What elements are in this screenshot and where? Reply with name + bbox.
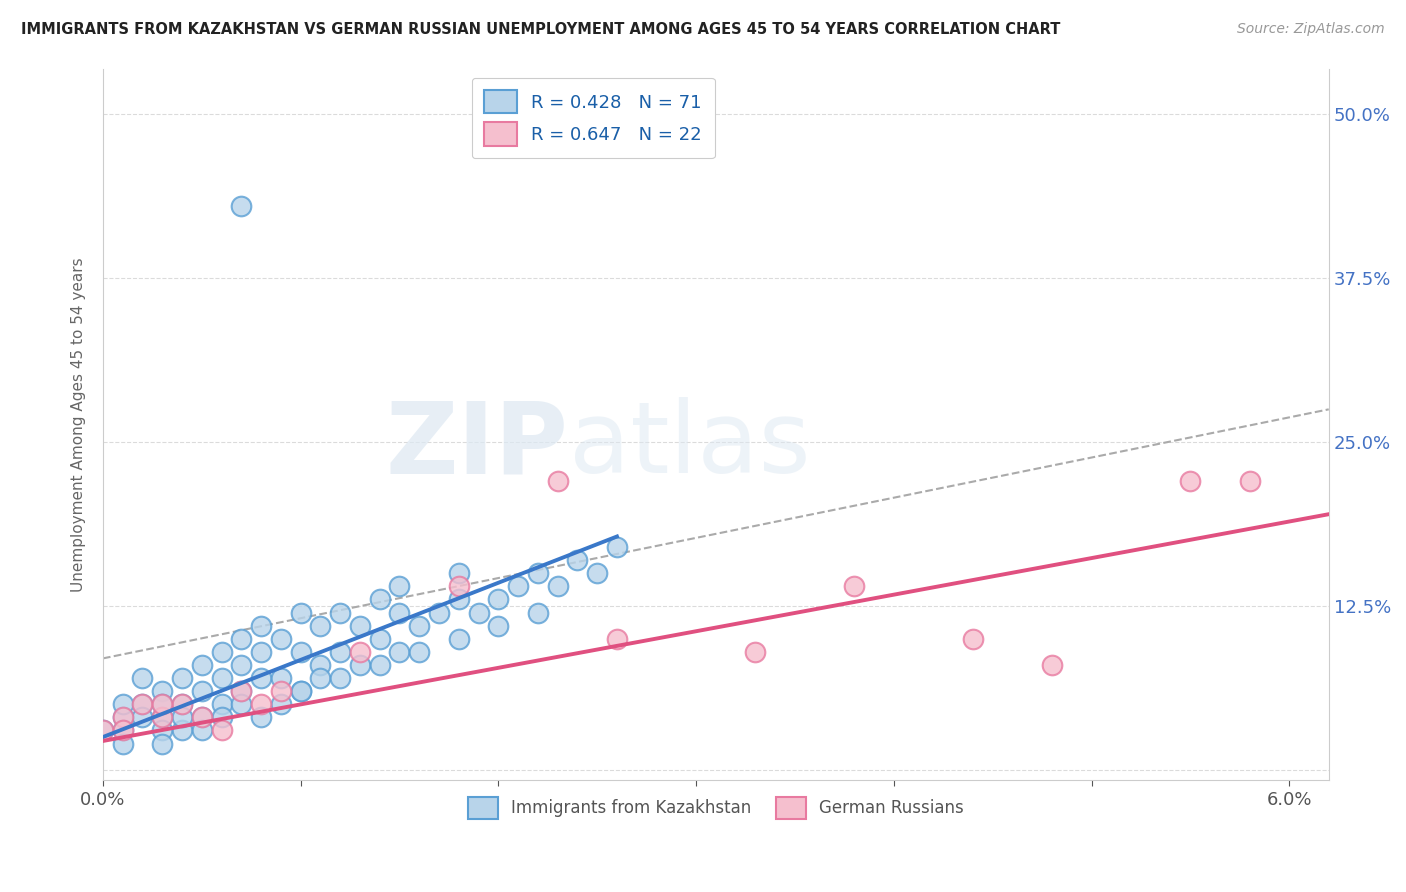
- Y-axis label: Unemployment Among Ages 45 to 54 years: Unemployment Among Ages 45 to 54 years: [72, 257, 86, 591]
- Point: [150, 710, 173, 724]
- Point: [270, 632, 292, 646]
- Point: [527, 606, 550, 620]
- Point: [191, 684, 214, 698]
- Point: [586, 566, 609, 581]
- Point: [211, 710, 233, 724]
- Point: [388, 579, 411, 593]
- Point: [962, 632, 984, 646]
- Point: [1040, 657, 1063, 672]
- Point: [150, 684, 173, 698]
- Point: [329, 606, 352, 620]
- Point: [131, 671, 153, 685]
- Point: [231, 657, 253, 672]
- Point: [191, 710, 214, 724]
- Point: [231, 698, 253, 712]
- Point: [270, 671, 292, 685]
- Point: [290, 645, 312, 659]
- Point: [844, 579, 866, 593]
- Point: [567, 553, 589, 567]
- Point: [231, 684, 253, 698]
- Point: [349, 645, 371, 659]
- Text: ZIP: ZIP: [385, 397, 569, 494]
- Point: [150, 710, 173, 724]
- Text: Source: ZipAtlas.com: Source: ZipAtlas.com: [1237, 22, 1385, 37]
- Point: [368, 657, 391, 672]
- Point: [290, 684, 312, 698]
- Point: [250, 645, 273, 659]
- Point: [211, 723, 233, 738]
- Point: [111, 723, 134, 738]
- Point: [1180, 475, 1202, 489]
- Point: [131, 710, 153, 724]
- Point: [111, 723, 134, 738]
- Point: [309, 671, 332, 685]
- Text: atlas: atlas: [569, 397, 810, 494]
- Point: [250, 671, 273, 685]
- Legend: Immigrants from Kazakhstan, German Russians: Immigrants from Kazakhstan, German Russi…: [461, 790, 970, 825]
- Text: IMMIGRANTS FROM KAZAKHSTAN VS GERMAN RUSSIAN UNEMPLOYMENT AMONG AGES 45 TO 54 YE: IMMIGRANTS FROM KAZAKHSTAN VS GERMAN RUS…: [21, 22, 1060, 37]
- Point: [606, 632, 628, 646]
- Point: [329, 645, 352, 659]
- Point: [486, 592, 509, 607]
- Point: [150, 698, 173, 712]
- Point: [170, 671, 193, 685]
- Point: [191, 723, 214, 738]
- Point: [388, 606, 411, 620]
- Point: [606, 540, 628, 554]
- Point: [309, 618, 332, 632]
- Point: [111, 737, 134, 751]
- Point: [547, 579, 569, 593]
- Point: [309, 657, 332, 672]
- Point: [290, 606, 312, 620]
- Point: [131, 698, 153, 712]
- Point: [527, 566, 550, 581]
- Point: [349, 618, 371, 632]
- Point: [447, 632, 470, 646]
- Point: [111, 710, 134, 724]
- Point: [486, 618, 509, 632]
- Point: [547, 475, 569, 489]
- Point: [368, 632, 391, 646]
- Point: [231, 199, 253, 213]
- Point: [170, 698, 193, 712]
- Point: [427, 606, 450, 620]
- Point: [91, 723, 114, 738]
- Point: [447, 592, 470, 607]
- Point: [91, 723, 114, 738]
- Point: [170, 723, 193, 738]
- Point: [349, 657, 371, 672]
- Point: [467, 606, 489, 620]
- Point: [131, 698, 153, 712]
- Point: [368, 592, 391, 607]
- Point: [447, 579, 470, 593]
- Point: [150, 723, 173, 738]
- Point: [111, 710, 134, 724]
- Point: [111, 698, 134, 712]
- Point: [1239, 475, 1261, 489]
- Point: [388, 645, 411, 659]
- Point: [170, 710, 193, 724]
- Point: [250, 698, 273, 712]
- Point: [150, 698, 173, 712]
- Point: [211, 645, 233, 659]
- Point: [211, 698, 233, 712]
- Point: [508, 579, 530, 593]
- Point: [231, 632, 253, 646]
- Point: [211, 671, 233, 685]
- Point: [191, 710, 214, 724]
- Point: [191, 657, 214, 672]
- Point: [231, 684, 253, 698]
- Point: [170, 698, 193, 712]
- Point: [150, 737, 173, 751]
- Point: [744, 645, 766, 659]
- Point: [250, 618, 273, 632]
- Point: [290, 684, 312, 698]
- Point: [447, 566, 470, 581]
- Point: [329, 671, 352, 685]
- Point: [408, 618, 430, 632]
- Point: [250, 710, 273, 724]
- Point: [270, 698, 292, 712]
- Point: [408, 645, 430, 659]
- Point: [270, 684, 292, 698]
